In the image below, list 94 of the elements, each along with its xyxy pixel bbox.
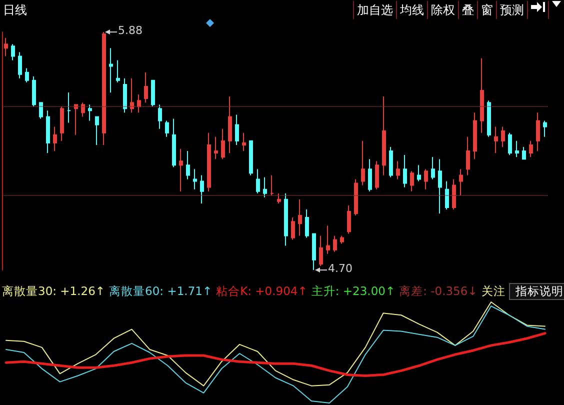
text: 除权 <box>427 1 458 19</box>
candlestick <box>536 112 540 152</box>
text: 主升: +23.00↑ <box>311 284 396 299</box>
candlestick <box>88 104 92 122</box>
candlestick <box>431 156 435 180</box>
candlestick <box>144 72 148 104</box>
candlestick <box>32 76 36 108</box>
candlestick <box>501 126 505 148</box>
candlestick <box>200 174 204 204</box>
candlestick <box>11 44 15 61</box>
candlestick <box>39 102 43 120</box>
candlestick <box>249 140 253 176</box>
annotation: 4.70 <box>328 262 352 275</box>
candlestick <box>235 114 239 146</box>
candlestick <box>396 160 400 180</box>
candlestick <box>403 154 407 188</box>
candlestick <box>326 225 330 254</box>
text: 粘合K: +0.904↑ <box>216 284 308 299</box>
candlestick <box>480 58 484 134</box>
candlestick <box>53 126 57 152</box>
candlestick <box>186 150 190 180</box>
candlestick <box>242 132 246 152</box>
candlestick <box>18 52 22 79</box>
candlestick <box>529 140 533 158</box>
candlestick <box>172 118 176 168</box>
text: 离散量60: +1.71↑ <box>109 284 212 299</box>
candlestick <box>221 128 225 160</box>
text: 预测 <box>496 1 527 19</box>
candlestick <box>459 168 463 196</box>
text: 指标说明 <box>509 283 564 300</box>
candlestick <box>298 198 302 236</box>
candlestick <box>473 112 477 160</box>
candlestick <box>123 78 127 114</box>
candlestick <box>368 158 372 192</box>
candlestick <box>67 92 71 124</box>
candlestick <box>466 136 470 176</box>
candlestick <box>228 96 232 154</box>
candlestick <box>179 148 183 192</box>
candlestick <box>109 48 113 94</box>
candlestick <box>319 235 323 266</box>
candlestick <box>291 217 295 240</box>
text: 离散量30: +1.26↑ <box>2 284 106 299</box>
candlestick <box>130 78 134 114</box>
candlestick <box>354 178 358 216</box>
candlestick <box>137 94 141 114</box>
candlestick <box>4 38 8 57</box>
candlestick <box>116 60 120 83</box>
candlestick <box>263 176 267 198</box>
text: 叠 <box>458 1 477 19</box>
candlestick <box>151 80 155 108</box>
candlestick <box>417 164 421 182</box>
candlestick <box>46 110 50 154</box>
candlestick <box>214 136 218 160</box>
candlestick <box>333 235 337 252</box>
candlestick <box>193 168 197 190</box>
candlestick <box>165 120 169 138</box>
candlestick <box>277 192 281 204</box>
candlestick <box>543 120 547 138</box>
candlestick <box>487 100 491 138</box>
candlestick <box>494 126 498 154</box>
text: 加自选 <box>353 1 396 19</box>
candlestick <box>389 146 393 178</box>
candlestick <box>340 235 344 244</box>
candlestick <box>452 178 456 210</box>
candlestick <box>515 140 519 158</box>
candlestick <box>74 104 78 136</box>
candlestick <box>410 170 414 192</box>
text: 均线 <box>396 1 427 19</box>
candlestick <box>284 192 288 246</box>
candlestick <box>375 160 379 190</box>
candlestick <box>522 146 526 160</box>
candlestick <box>25 68 29 83</box>
candlestick <box>305 208 309 238</box>
text: 窗 <box>477 1 496 19</box>
candlestick <box>256 168 260 194</box>
candlestick <box>382 96 386 176</box>
candlestick <box>438 158 442 214</box>
candlestick <box>508 132 512 156</box>
candlestick <box>102 32 106 146</box>
candlestick <box>207 132 211 192</box>
text: 离差: -0.356↓ <box>399 284 478 299</box>
candlestick <box>312 233 316 270</box>
candlestick <box>424 168 428 190</box>
candlestick <box>95 116 99 146</box>
candlestick <box>361 140 365 186</box>
candlestick <box>158 104 162 130</box>
candlestick <box>445 180 449 210</box>
candlestick <box>347 204 351 234</box>
candlestick <box>81 102 85 118</box>
text: 日线 <box>3 2 27 18</box>
candlestick <box>270 174 274 196</box>
candlestick <box>60 106 64 142</box>
annotation: 5.88 <box>118 24 142 37</box>
text: 关注 <box>481 284 506 299</box>
